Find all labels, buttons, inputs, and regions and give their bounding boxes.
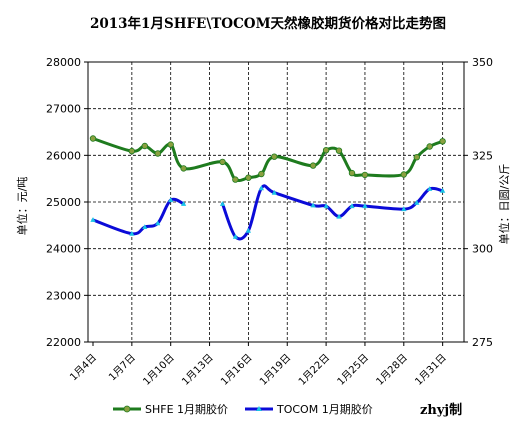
- left-tick-label: 22000: [46, 336, 81, 349]
- data-point-tocom: [129, 230, 135, 236]
- data-point-shfe: [167, 141, 174, 148]
- data-point-shfe: [309, 162, 317, 169]
- data-point-tocom: [155, 220, 161, 226]
- data-point-shfe: [439, 138, 446, 145]
- right-axis-ticks: 275 300 325 350: [464, 56, 493, 349]
- data-point-shfe: [348, 169, 356, 177]
- chart-title: 2013年1月SHFE\TOCOM天然橡胶期货价格对比走势图: [90, 15, 446, 32]
- data-point-tocom: [168, 197, 174, 203]
- data-point-tocom: [323, 203, 329, 209]
- data-point-tocom: [258, 185, 264, 191]
- data-point-shfe: [154, 150, 161, 157]
- watermark-text: zhyj制: [420, 402, 462, 418]
- left-tick-label: 25000: [46, 196, 81, 209]
- data-point-shfe: [271, 153, 278, 160]
- data-point-shfe: [180, 165, 187, 172]
- right-tick-label: 300: [472, 243, 493, 256]
- data-point-shfe: [335, 147, 343, 154]
- left-tick-label: 26000: [46, 149, 81, 162]
- data-point-shfe: [245, 174, 252, 181]
- data-point-tocom: [90, 217, 96, 222]
- data-point-shfe: [258, 170, 265, 178]
- legend-shfe-label: SHFE 1月期胶价: [145, 402, 228, 416]
- legend: SHFE 1月期胶价 TOCOM 1月期胶价 zhyj制: [113, 402, 462, 418]
- data-point-shfe: [232, 176, 239, 183]
- data-point-tocom: [232, 233, 238, 239]
- data-point-tocom: [219, 201, 226, 206]
- right-tick-label: 275: [472, 336, 493, 349]
- data-point-tocom: [245, 227, 251, 233]
- legend-tocom-label: TOCOM 1月期胶价: [276, 402, 373, 416]
- data-point-tocom: [142, 224, 148, 229]
- left-axis-label: 单位：元/吨: [15, 177, 29, 236]
- left-tick-label: 24000: [46, 243, 81, 256]
- left-axis-ticks: 22000 23000 24000 25000 26000 27000 28000: [46, 56, 88, 349]
- data-point-shfe: [219, 158, 226, 166]
- data-point-shfe: [400, 171, 407, 178]
- data-point-tocom: [310, 202, 316, 208]
- data-point-shfe: [413, 153, 420, 161]
- data-point-tocom: [401, 206, 407, 212]
- data-point-shfe: [361, 171, 369, 179]
- right-axis-label: 单位：日圆/公斤: [497, 164, 511, 245]
- right-tick-label: 350: [472, 56, 493, 69]
- data-point-tocom: [362, 203, 368, 209]
- data-point-tocom: [427, 186, 433, 191]
- left-tick-label: 28000: [46, 56, 81, 69]
- data-point-shfe: [128, 147, 135, 155]
- data-point-tocom: [271, 189, 277, 195]
- data-point-tocom: [440, 188, 446, 193]
- legend-shfe-marker: [123, 405, 131, 413]
- right-tick-label: 325: [472, 149, 493, 162]
- series-group: [89, 135, 446, 241]
- data-point-tocom: [336, 213, 342, 219]
- data-point-shfe: [89, 135, 97, 142]
- data-point-shfe: [426, 143, 433, 150]
- legend-tocom-marker: [256, 406, 262, 411]
- left-tick-label: 27000: [46, 103, 81, 116]
- data-point-shfe: [322, 146, 330, 154]
- left-tick-label: 23000: [46, 289, 81, 302]
- data-point-tocom: [414, 199, 420, 205]
- data-point-tocom: [181, 201, 187, 206]
- data-point-tocom: [349, 203, 355, 209]
- data-point-shfe: [141, 142, 148, 150]
